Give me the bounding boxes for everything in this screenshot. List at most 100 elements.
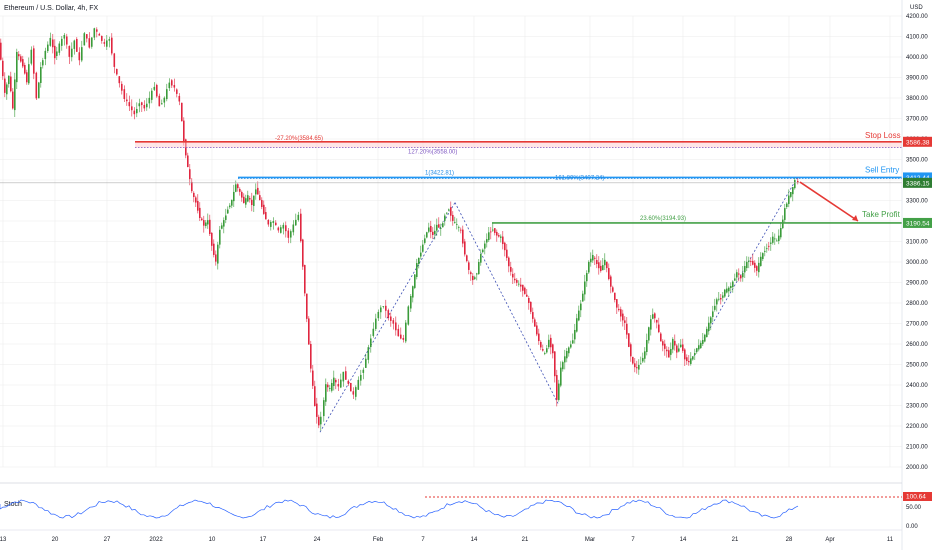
candle-body [464,241,466,255]
candle-body [76,38,78,52]
candle-body [333,377,335,387]
candle-body [285,225,287,232]
candle-body [470,272,472,275]
candle-body [764,250,766,252]
candle-body [548,339,550,348]
candle-body [780,228,782,238]
candle-body [546,348,548,353]
candle-body [442,223,444,228]
candle-body [664,343,666,349]
candle-body [762,253,764,260]
candle-body [686,357,688,362]
candle-body [466,255,468,262]
candle-body [632,356,634,364]
price-tick-label: 2700.00 [906,322,928,328]
candle-body [644,351,646,359]
candle-body [736,272,738,278]
stoch-tick-label: 50.00 [906,505,922,511]
candle-body [566,350,568,359]
candle-body [716,299,718,305]
candle-body [724,289,726,297]
candle-body [143,104,146,109]
candle-body [708,322,710,331]
candle-body [44,50,47,60]
candle-body [2,60,4,77]
candle-body [93,28,96,38]
stoch-badge [903,492,932,501]
candle-body [728,287,730,292]
price-tick-label: 3500.00 [906,158,928,164]
candle-body [111,37,113,54]
stoch-label: Stoch [4,501,22,508]
chart-grid [0,15,902,468]
level-label: Stop Loss [865,131,901,140]
candle-body [694,353,696,355]
candle-body [706,328,708,338]
candle-body [746,261,748,269]
candle-body [265,212,267,220]
time-tick-label: 7 [631,537,635,543]
candle-body [28,64,30,84]
candle-body [710,317,712,324]
time-tick-label: 20 [52,537,59,543]
candle-body [790,192,792,197]
candle-body [484,243,486,249]
candle-body [572,340,574,344]
candle-body [235,184,237,192]
candle-body [544,353,546,354]
candle-body [103,42,106,44]
candle-body [241,192,243,198]
candle-body [412,286,414,298]
candle-body [340,379,342,388]
candle-body [714,305,716,310]
candle-body [688,360,690,363]
candle-body [618,308,620,311]
candle-body [450,207,452,216]
candle-body [133,110,136,115]
candle-body [600,265,602,271]
candle-body [524,287,526,294]
time-tick-label: 21 [522,537,529,543]
candle-body [478,261,480,275]
candle-body [606,261,608,269]
candle-body [270,221,272,227]
candle-body [49,37,52,46]
candle-body [674,340,676,346]
candle-body [496,231,498,236]
candle-body [554,351,556,377]
candle-body [424,238,426,243]
candle-body [768,245,770,247]
candle-body [211,232,213,246]
price-badge [903,177,932,188]
candle-body [552,344,554,354]
candle-body [405,322,407,342]
price-tick-label: 3700.00 [906,117,928,123]
candle-body [730,285,732,288]
candle-body [574,329,576,340]
candle-body [506,249,508,258]
candle-body [652,314,654,319]
candle-body [141,102,143,106]
candle-body [251,199,253,206]
candle-body [121,83,123,91]
candle-body [163,97,166,103]
candle-body [792,187,794,195]
candle-body [272,221,275,223]
candle-body [320,416,322,425]
candle-body [748,260,750,262]
price-badge [903,172,932,183]
candle-body [692,356,694,360]
candle-body [752,260,754,265]
time-tick-label: Apr [825,537,834,543]
candle-body [14,79,16,111]
price-badge-text: 3386.15 [906,180,930,187]
candle-body [306,293,308,319]
candle-body [22,59,24,67]
candle-body [446,212,448,214]
candle-body [786,203,788,207]
candle-body [101,35,103,41]
candle-body [482,249,484,253]
price-tick-label: 2300.00 [906,404,928,410]
candle-body [680,344,682,347]
